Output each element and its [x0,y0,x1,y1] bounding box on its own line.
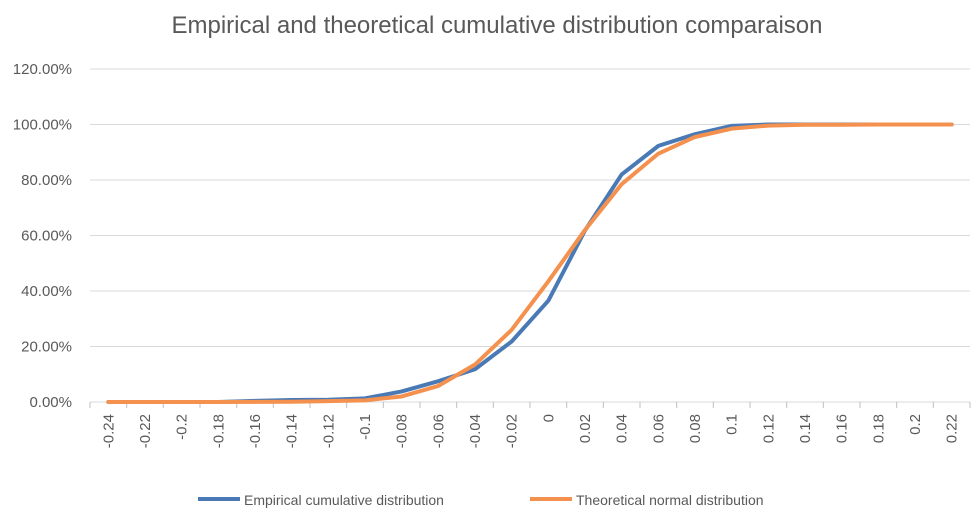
y-tick-label: 0.00% [29,394,72,411]
x-tick-label: 0.22 [944,414,961,443]
x-tick-label: -0.18 [210,414,227,448]
x-tick-label: -0.04 [467,414,484,448]
series-line-theoretical [106,122,954,404]
x-tick-label: 0 [540,414,557,422]
x-tick-label: -0.02 [504,414,521,448]
legend: Empirical cumulative distribution Theore… [198,492,764,508]
series-lines [106,122,954,404]
x-tick-label: -0.12 [320,414,337,448]
y-tick-label: 120.00% [13,61,72,78]
grid-lines [90,68,970,403]
legend-label-empirical: Empirical cumulative distribution [244,492,444,508]
y-tick-label: 60.00% [21,228,72,245]
x-tick-label: 0.08 [687,414,704,443]
legend-label-theoretical: Theoretical normal distribution [576,492,764,508]
x-tick-label: -0.14 [284,414,301,448]
chart-title: Empirical and theoretical cumulative dis… [172,12,823,39]
x-tick-label: 0.18 [870,414,887,443]
x-tick-label: -0.08 [394,414,411,448]
y-tick-label: 80.00% [21,172,72,189]
x-tick-label: 0.02 [577,414,594,443]
x-tick-label: 0.04 [614,414,631,443]
x-tick-label: 0.14 [797,414,814,443]
y-tick-label: 100.00% [13,117,72,134]
series-line-empirical [106,122,954,404]
x-axis-ticks: -0.24 -0.22 -0.2 -0.18 -0.16 -0.14 -0.12 -0.1 -0… [89,402,971,448]
x-tick-label: 0.06 [650,414,667,443]
x-tick-label: -0.1 [357,414,374,440]
x-tick-label: -0.06 [430,414,447,448]
y-tick-label: 20.00% [21,339,72,356]
x-tick-label: 0.2 [907,414,924,435]
x-tick-label: -0.16 [247,414,264,448]
y-tick-label: 40.00% [21,283,72,300]
x-tick-label: 0.1 [724,414,741,435]
y-axis-ticks: 0.00% 20.00% 40.00% 60.00% 80.00% 100.00% 120.… [13,61,72,411]
x-tick-label: 0.12 [760,414,777,443]
x-tick-label: -0.24 [100,414,117,448]
x-tick-label: -0.2 [174,414,191,440]
x-tick-label: 0.16 [834,414,851,443]
x-tick-label: -0.22 [137,414,154,448]
